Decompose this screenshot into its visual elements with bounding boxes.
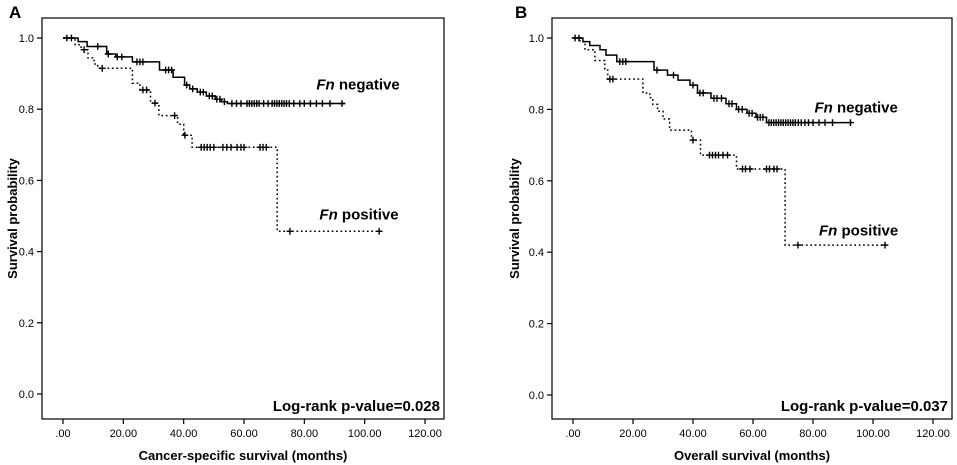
x-axis-tick-label: 100.00 [856,428,890,440]
series-label-fn-positive: Fn positive [319,207,398,224]
x-axis-tick-label: 20.00 [619,428,647,440]
panel-letter: A [9,3,21,22]
y-axis-tick-label: 0.6 [529,176,544,188]
x-axis-tick-label: .00 [55,428,70,440]
y-axis-title: Survival probability [507,157,522,278]
x-axis-tick-label: 40.00 [170,428,198,440]
x-axis-tick-label: 40.00 [679,428,707,440]
y-axis-tick-label: 0.0 [529,390,544,402]
x-axis-tick-label: 120.00 [916,428,950,440]
x-axis-tick-label: 80.00 [799,428,827,440]
series-label-fn-negative: Fn negative [316,76,399,93]
y-axis-tick-label: 0.4 [529,247,544,259]
survival-curve-fn-negative [63,37,346,105]
panel-a-plot: .00 20.00 40.00 60.00 80.00 100.00 120.00 0.0 0.… [5,3,445,463]
plot-frame [551,17,953,420]
y-axis-tick-label: 0.6 [19,175,34,187]
x-axis-title: Cancer-specific survival (months) [139,448,348,463]
series-label-fn-negative: Fn negative [815,99,898,116]
y-axis-tick-label: 0.2 [19,318,34,330]
y-axis-tick-label: 0.0 [19,389,34,401]
y-axis-tick-label: 1.0 [529,33,544,45]
x-axis-tick-label: 60.00 [739,428,767,440]
y-axis-tick-label: 0.8 [19,104,34,116]
panel-letter: B [515,3,527,22]
y-axis-tick-label: 0.4 [19,247,34,259]
y-axis-title: Survival probability [5,157,20,278]
x-axis-tick-label: 100.00 [348,428,382,440]
survival-curve-fn-positive [573,37,888,246]
y-axis-tick-label: 0.2 [529,319,544,331]
x-axis-title: Overall survival (months) [674,448,830,463]
log-rank-pvalue: Log-rank p-value=0.037 [781,398,948,415]
x-axis-tick-label: 60.00 [230,428,258,440]
censor-marks-fn-positive [80,46,383,235]
survival-curve-fn-positive [63,37,381,233]
plot-frame [41,17,445,420]
censor-marks-fn-positive [606,75,889,249]
panel-b-plot: .00 20.00 40.00 60.00 80.00 100.00 120.00 0.0 0.… [507,3,953,463]
series-label-fn-positive: Fn positive [819,222,898,239]
log-rank-pvalue: Log-rank p-value=0.028 [273,398,440,415]
y-axis-tick-label: 1.0 [19,33,34,45]
survival-curve-fn-negative [573,37,852,124]
y-axis-tick-label: 0.8 [529,104,544,116]
x-axis-tick-label: 80.00 [291,428,319,440]
x-axis-tick-label: 20.00 [110,428,138,440]
x-axis-tick-label: 120.00 [408,428,442,440]
censor-marks-fn-negative [63,34,346,107]
x-axis-tick-label: .00 [565,428,580,440]
censor-marks-fn-negative [571,34,854,126]
